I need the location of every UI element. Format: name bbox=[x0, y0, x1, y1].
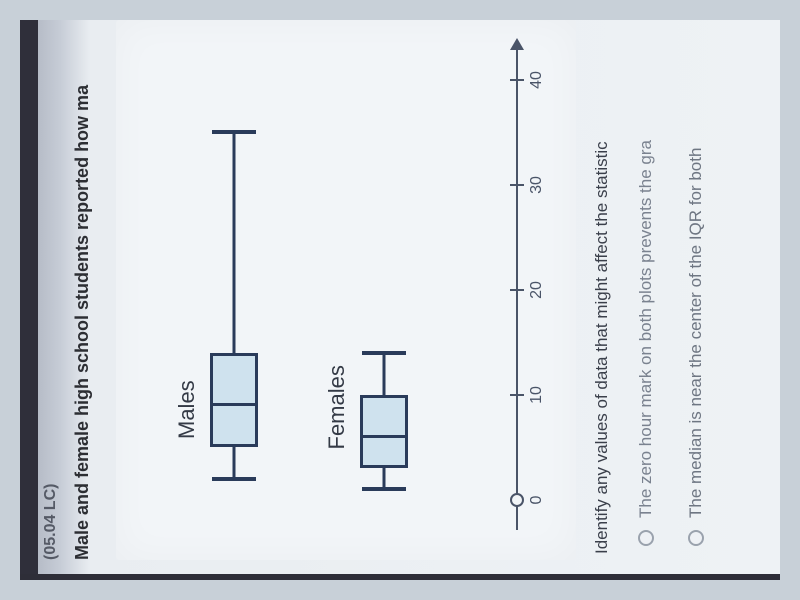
axis-tick bbox=[510, 79, 524, 81]
option-b[interactable]: The median is near the center of the IQR… bbox=[686, 148, 706, 546]
group-label: Females bbox=[324, 365, 350, 449]
radio-icon bbox=[688, 530, 704, 546]
axis-tick-label: 20 bbox=[528, 281, 546, 299]
quiz-page: (05.04 LC) Male and female high school s… bbox=[20, 20, 780, 580]
axis-tick bbox=[510, 184, 524, 186]
x-axis-arrow-icon bbox=[510, 38, 524, 50]
question-text: Male and female high school students rep… bbox=[72, 85, 93, 560]
option-b-text: The median is near the center of the IQR… bbox=[686, 148, 706, 518]
axis-tick bbox=[510, 289, 524, 291]
boxplot-females bbox=[354, 40, 414, 530]
question-code: (05.04 LC) bbox=[42, 484, 60, 560]
axis-tick-label: 30 bbox=[528, 176, 546, 194]
boxplot-chart: Males Females 0 10 20 30 40 bbox=[116, 20, 576, 560]
axis-tick-label: 40 bbox=[528, 71, 546, 89]
radio-icon bbox=[638, 530, 654, 546]
option-a[interactable]: The zero hour mark on both plots prevent… bbox=[636, 140, 656, 546]
axis-tick-label: 0 bbox=[528, 496, 546, 505]
group-label: Males bbox=[174, 380, 200, 439]
browser-bar bbox=[20, 20, 38, 574]
x-axis-line bbox=[516, 40, 518, 530]
identify-prompt: Identify any values of data that might a… bbox=[592, 141, 612, 554]
axis-tick-label: 10 bbox=[528, 386, 546, 404]
boxplot-males bbox=[204, 40, 264, 530]
axis-tick bbox=[510, 394, 524, 396]
zero-open-circle-icon bbox=[510, 493, 524, 507]
option-a-text: The zero hour mark on both plots prevent… bbox=[636, 140, 656, 518]
